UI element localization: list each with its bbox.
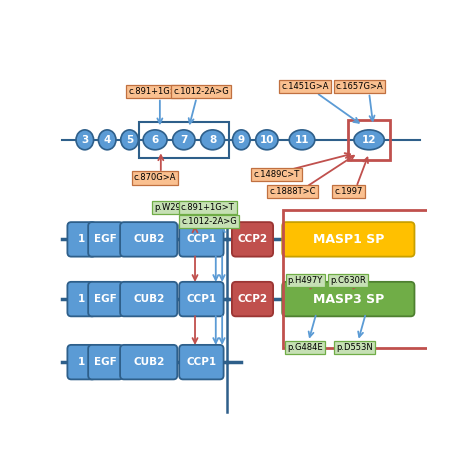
FancyBboxPatch shape <box>282 282 414 316</box>
Text: c.1657G>A: c.1657G>A <box>336 82 383 91</box>
Text: 1: 1 <box>78 294 85 304</box>
Ellipse shape <box>76 130 93 150</box>
Text: MASP1 SP: MASP1 SP <box>313 233 384 246</box>
Ellipse shape <box>289 130 315 150</box>
Ellipse shape <box>233 130 250 150</box>
Text: c.1451G>A: c.1451G>A <box>282 82 329 91</box>
FancyBboxPatch shape <box>88 345 123 379</box>
Text: 6: 6 <box>152 135 159 145</box>
Text: 12: 12 <box>362 135 376 145</box>
FancyBboxPatch shape <box>282 222 414 256</box>
FancyBboxPatch shape <box>88 222 123 256</box>
Text: 5: 5 <box>126 135 133 145</box>
FancyBboxPatch shape <box>67 345 96 379</box>
Text: CUB2: CUB2 <box>133 234 164 245</box>
Text: CCP1: CCP1 <box>186 357 217 367</box>
Ellipse shape <box>255 130 278 150</box>
FancyBboxPatch shape <box>67 282 96 316</box>
Text: 8: 8 <box>209 135 216 145</box>
Text: 4: 4 <box>103 135 111 145</box>
Text: CUB2: CUB2 <box>133 294 164 304</box>
Text: p.D553N: p.D553N <box>337 343 373 352</box>
Text: CCP2: CCP2 <box>237 234 267 245</box>
FancyBboxPatch shape <box>179 282 224 316</box>
Text: c.1012-2A>G: c.1012-2A>G <box>182 217 237 226</box>
FancyBboxPatch shape <box>179 345 224 379</box>
FancyBboxPatch shape <box>232 222 273 256</box>
FancyBboxPatch shape <box>232 282 273 316</box>
Text: 7: 7 <box>180 135 188 145</box>
FancyBboxPatch shape <box>120 345 177 379</box>
Text: c.1997: c.1997 <box>334 187 363 196</box>
Text: p.W290X: p.W290X <box>154 203 191 212</box>
Text: 9: 9 <box>238 135 245 145</box>
FancyBboxPatch shape <box>120 282 177 316</box>
Text: 1: 1 <box>78 357 85 367</box>
Text: p.H497Y: p.H497Y <box>288 276 323 285</box>
Text: CUB2: CUB2 <box>133 357 164 367</box>
Ellipse shape <box>143 130 167 150</box>
Text: 3: 3 <box>81 135 89 145</box>
Text: 1: 1 <box>78 234 85 245</box>
Text: 11: 11 <box>295 135 309 145</box>
FancyBboxPatch shape <box>179 222 224 256</box>
Ellipse shape <box>354 130 384 150</box>
Text: p.G484E: p.G484E <box>287 343 323 352</box>
FancyBboxPatch shape <box>88 282 123 316</box>
FancyBboxPatch shape <box>120 222 177 256</box>
Ellipse shape <box>173 130 195 150</box>
Text: c.1489C>T: c.1489C>T <box>253 170 300 179</box>
Text: c.1012-2A>G: c.1012-2A>G <box>173 87 229 96</box>
Text: c.870G>A: c.870G>A <box>134 173 176 182</box>
Text: EGF: EGF <box>94 357 117 367</box>
Text: c.891+1G>T: c.891+1G>T <box>181 203 235 212</box>
Ellipse shape <box>99 130 116 150</box>
FancyBboxPatch shape <box>67 222 96 256</box>
Text: 10: 10 <box>260 135 274 145</box>
Text: c.891+1G>T: c.891+1G>T <box>128 87 182 96</box>
Text: p.C630R: p.C630R <box>330 276 366 285</box>
Ellipse shape <box>121 130 138 150</box>
Text: EGF: EGF <box>94 234 117 245</box>
Text: EGF: EGF <box>94 294 117 304</box>
Text: CCP1: CCP1 <box>186 294 217 304</box>
Text: CCP1: CCP1 <box>186 234 217 245</box>
Text: MASP3 SP: MASP3 SP <box>313 292 384 306</box>
Text: c.1888T>C: c.1888T>C <box>269 187 316 196</box>
Text: CCP2: CCP2 <box>237 294 267 304</box>
Ellipse shape <box>201 130 225 150</box>
